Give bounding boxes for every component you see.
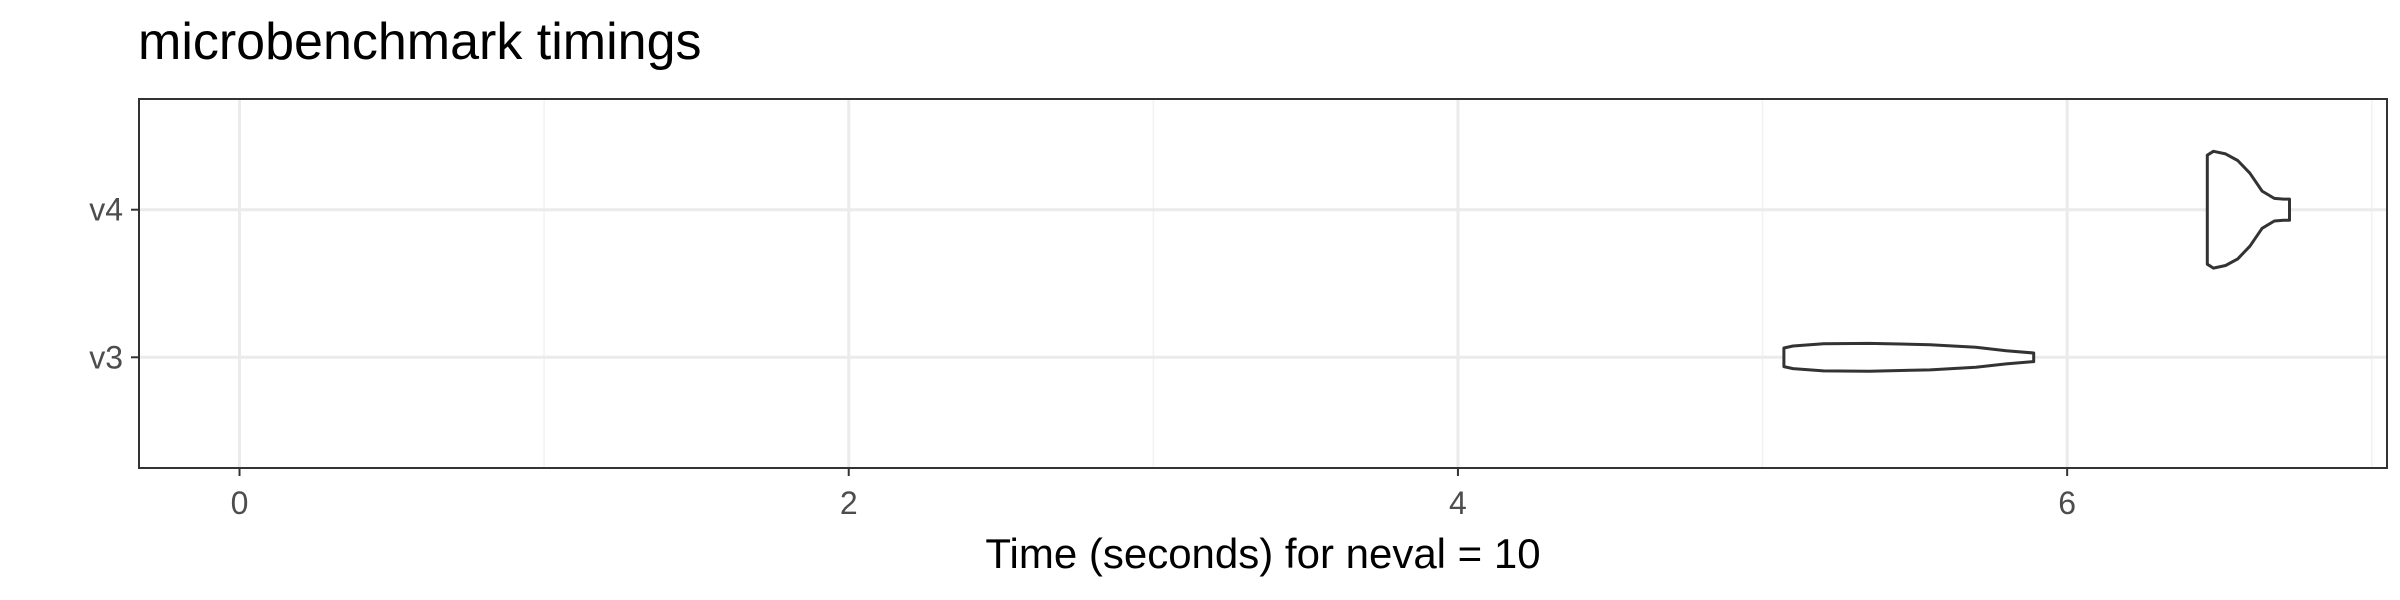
y-tick-label: v3	[89, 339, 123, 375]
x-tick-label: 4	[1449, 485, 1467, 521]
x-tick-label: 6	[2058, 485, 2076, 521]
violin-v3	[1782, 341, 2036, 373]
violins	[1782, 149, 2291, 373]
plot-border	[138, 98, 2388, 469]
x-tick-label: 2	[840, 485, 858, 521]
x-tick-label: 0	[231, 485, 249, 521]
minor-gridlines	[543, 99, 2373, 468]
x-axis: 0 2 4 6	[231, 468, 2076, 521]
violin-v4	[2205, 149, 2291, 270]
plot-background	[139, 99, 2387, 468]
x-axis-title: Time (seconds) for neval = 10	[985, 530, 1540, 577]
chart-title: microbenchmark timings	[138, 13, 702, 71]
y-axis: v3 v4	[89, 192, 139, 375]
y-tick-label: v4	[89, 192, 123, 228]
